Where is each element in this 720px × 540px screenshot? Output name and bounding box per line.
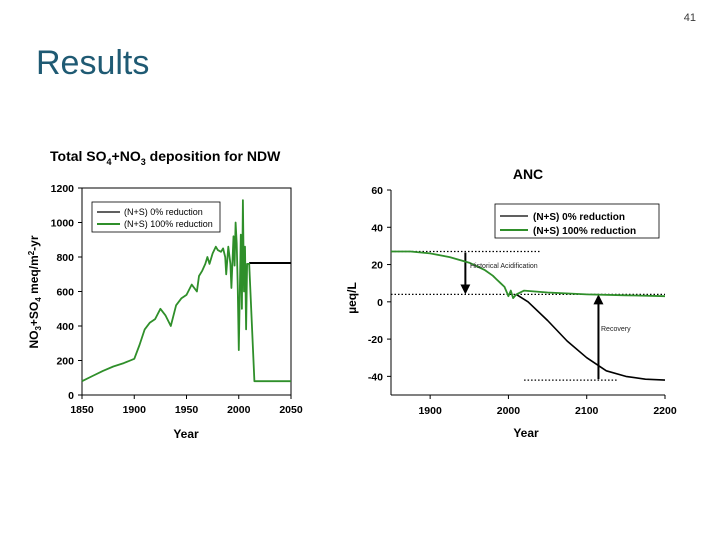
y-tick-label: 800 bbox=[56, 252, 74, 264]
x-tick-label: 1900 bbox=[123, 404, 147, 416]
y-tick-label: 1000 bbox=[51, 218, 75, 230]
x-tick-label: 2050 bbox=[279, 404, 303, 416]
deposition-legend: (N+S) 0% reduction (N+S) 100% reduction bbox=[91, 201, 221, 233]
y-tick-label: 400 bbox=[56, 321, 74, 333]
legend-entry-0pct: (N+S) 0% reduction bbox=[124, 207, 203, 217]
x-tick-label: 1850 bbox=[70, 404, 94, 416]
deposition-chart-title: Total SO4+NO3 deposition for NDW bbox=[50, 148, 281, 167]
y-tick-label: 0 bbox=[68, 390, 74, 402]
x-tick-label: 2000 bbox=[227, 404, 251, 416]
deposition-y-axis-label: NO3+SO4 meq/m2-yr bbox=[27, 235, 43, 348]
y-tick-label: 200 bbox=[56, 356, 74, 368]
y-tick-label: 1200 bbox=[51, 183, 75, 195]
series-line-100pct-reduction bbox=[81, 199, 291, 383]
x-tick-label: 1950 bbox=[175, 404, 199, 416]
slide-title: Results bbox=[36, 44, 150, 82]
legend-entry-100pct: (N+S) 100% reduction bbox=[124, 219, 213, 229]
slide-number: 41 bbox=[683, 12, 696, 24]
deposition-x-axis-label: Year bbox=[173, 427, 199, 441]
y-tick-label: 600 bbox=[56, 287, 74, 299]
